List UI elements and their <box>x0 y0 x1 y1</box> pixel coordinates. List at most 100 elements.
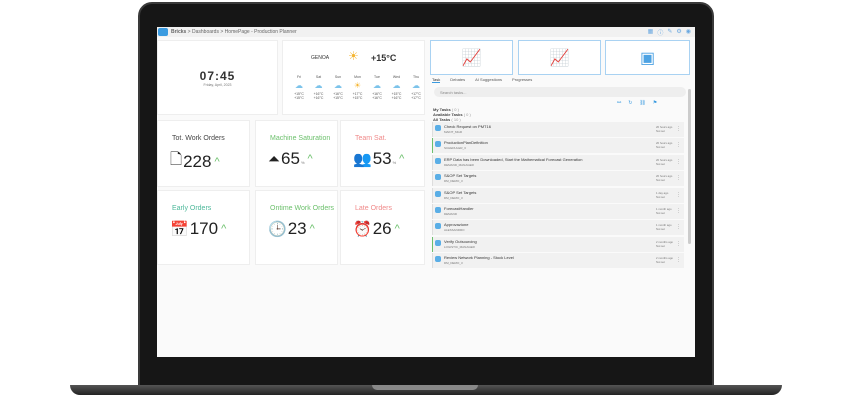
task-due: Not set <box>656 243 665 248</box>
clock-time: 07:45 <box>199 69 236 83</box>
task-due: Not set <box>656 227 665 232</box>
task-item[interactable]: ERP Data has been Downloaded, Start the … <box>432 154 684 170</box>
trend-up-icon: ^ <box>399 153 405 165</box>
more-options-icon[interactable]: ⋮ <box>676 191 681 198</box>
alarm-clock-icon: ⏰ <box>353 221 372 238</box>
kpi-value: 170 <box>189 219 219 238</box>
grid-icon[interactable]: ▦ <box>647 29 654 35</box>
task-owner: LOGISTIC_MANAGER <box>444 244 475 249</box>
forecast-max: +17°C <box>411 92 421 96</box>
forecast-min: +16°C <box>313 96 324 100</box>
forecast-day-name: Thu <box>412 75 420 79</box>
task-time: 20 hours ago <box>656 174 673 179</box>
task-owner: SCHEDULER_3 <box>444 146 466 151</box>
more-options-icon[interactable]: ⋮ <box>676 142 681 149</box>
line-chart-icon: 📈 <box>461 49 482 67</box>
link-icon[interactable]: ⛓ <box>639 100 646 106</box>
scrollbar[interactable] <box>688 89 691 244</box>
chart-tile-2[interactable]: 📈 <box>518 40 601 75</box>
task-title: Check Request on PMT16 <box>444 124 491 129</box>
forecast-min: +15°C <box>333 96 343 100</box>
tab-ai-suggestions[interactable]: AI Suggestions <box>475 77 503 82</box>
more-options-icon[interactable]: ⋮ <box>676 240 681 247</box>
edit-icon[interactable]: ✎ <box>667 29 673 35</box>
task-item[interactable]: Verify Outsourcing LOGISTIC_MANAGER 2 mo… <box>432 236 684 252</box>
refresh-icon[interactable]: ↻ <box>628 100 633 106</box>
top-bar: Bricks > Dashboards > HomePage - Product… <box>157 27 695 37</box>
kpi-title: Machine Saturation <box>270 135 331 142</box>
info-icon[interactable]: ⓘ <box>657 31 664 37</box>
task-icon <box>435 141 441 148</box>
app-logo-icon[interactable] <box>158 28 168 36</box>
forecast-day: Tue ☁ +16°C +16°C <box>368 75 386 100</box>
kpi-card[interactable]: Ontime Work Orders 🕒 23 ^ <box>255 190 338 265</box>
breadcrumb-dashboards[interactable]: Dashboards <box>192 29 219 35</box>
forecast-min: +17°C <box>411 96 421 100</box>
user-avatar-icon[interactable]: ◉ <box>685 29 691 35</box>
trend-up-icon: ^ <box>307 153 313 165</box>
share-icon[interactable]: ⚯ <box>617 100 622 106</box>
cloud-icon: ☁ <box>412 81 420 90</box>
tab-task[interactable]: Task <box>432 77 441 83</box>
group-my-tasks[interactable]: My Tasks ( 0 ) <box>433 107 459 112</box>
sun-icon: ☀ <box>353 81 362 90</box>
kpi-card[interactable]: Late Orders ⏰ 26 ^ <box>340 190 425 265</box>
tab-progresses[interactable]: Progresses <box>512 77 533 82</box>
task-icon <box>435 206 441 213</box>
task-time: 2 months ago <box>656 256 673 261</box>
tab-debates[interactable]: Debates <box>450 77 466 82</box>
task-item[interactable]: Check Request on PMT16 MAINT_MGR 20 hour… <box>432 122 684 137</box>
forecast-day: Sat ☁ +16°C +16°C <box>310 75 328 100</box>
report-tile[interactable]: ▣ <box>605 40 690 75</box>
task-item[interactable]: Approvazione ALESSANDRO 1 month ago Not s… <box>432 220 684 236</box>
task-due: Not set <box>656 210 665 215</box>
kpi-value: 53 <box>372 149 392 168</box>
forecast-min: +15°C <box>352 96 363 100</box>
task-icon <box>435 223 441 230</box>
search-input[interactable]: Search tasks... <box>434 87 686 97</box>
report-icon: ▣ <box>639 49 656 67</box>
task-item[interactable]: ProductionPlanDefinition SCHEDULER_3 20 … <box>432 138 684 154</box>
clock-icon: 🕒 <box>268 221 287 238</box>
task-toolbar: ⚯ ↻ ⛓ ⚑ <box>617 100 657 106</box>
more-options-icon[interactable]: ⋮ <box>676 207 681 214</box>
task-time: 1 day ago <box>656 190 669 195</box>
task-title: Verify Outsourcing <box>444 238 477 244</box>
forecast-day-name: Tue <box>374 75 380 79</box>
kpi-card[interactable]: Team Sat. 👥 53 % ^ <box>340 120 425 187</box>
forecast-day: Mon ☀ +17°C +15°C <box>349 75 367 100</box>
trend-up-icon: ^ <box>214 155 220 168</box>
more-options-icon[interactable]: ⋮ <box>676 257 681 264</box>
task-item[interactable]: Review Network Planning - Stock Level DM… <box>432 253 684 269</box>
clock-widget: 07:45 Friday, April, 2023 <box>157 40 278 115</box>
trend-up-icon: ^ <box>394 223 400 235</box>
task-item[interactable]: ForecastHandler DEMAND 1 month ago Not se… <box>432 203 684 219</box>
kpi-card[interactable]: Machine Saturation ⏶ 65 % ^ <box>255 120 338 187</box>
kpi-title: Early Orders <box>172 205 212 212</box>
group-all-tasks[interactable]: All Tasks ( 10 ) <box>433 117 461 122</box>
line-chart-icon: 📈 <box>549 49 570 67</box>
forecast-day-name: Mon <box>354 75 361 79</box>
more-options-icon[interactable]: ⋮ <box>676 224 681 231</box>
task-time: 20 hours ago <box>656 141 673 146</box>
task-time: 2 months ago <box>656 239 673 244</box>
trend-up-icon: ^ <box>221 223 227 235</box>
more-options-icon[interactable]: ⋮ <box>676 126 681 132</box>
task-title: Review Network Planning - Stock Level <box>444 255 514 261</box>
chart-tile-1[interactable]: 📈 <box>430 40 513 75</box>
kpi-unit: % <box>300 160 305 165</box>
kpi-value: 26 <box>372 219 392 238</box>
filter-icon[interactable]: ⚑ <box>652 100 658 106</box>
kpi-value: 23 <box>287 219 307 238</box>
task-item[interactable]: S&OP Set Targets DM_DEMO_3 1 day ago Not … <box>432 187 684 203</box>
kpi-card[interactable]: Tot. Work Orders 🗋 228 ^ <box>157 120 250 187</box>
kpi-card[interactable]: Early Orders 📅 170 ^ <box>157 190 250 265</box>
task-item[interactable]: S&OP Set Targets DM_DEMO_3 20 hours ago N… <box>432 171 684 187</box>
more-options-icon[interactable]: ⋮ <box>676 175 681 182</box>
breadcrumb-app[interactable]: Bricks <box>171 29 187 35</box>
group-available-tasks[interactable]: Available Tasks ( 0 ) <box>433 112 471 117</box>
forecast-max: +15°C <box>391 92 402 96</box>
more-options-icon[interactable]: ⋮ <box>676 158 681 165</box>
task-time: 1 month ago <box>656 223 672 228</box>
settings-icon[interactable]: ⚙ <box>676 29 682 35</box>
